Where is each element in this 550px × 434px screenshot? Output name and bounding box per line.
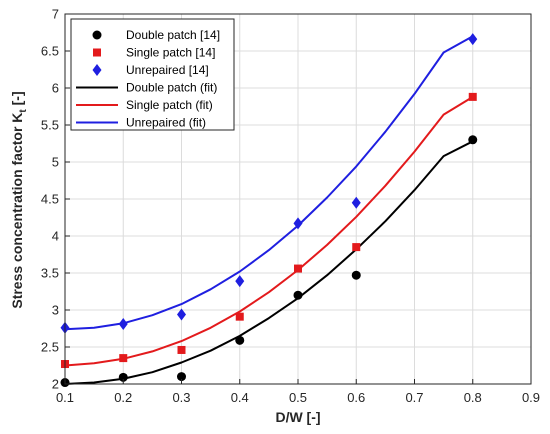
legend-entry-label: Unrepaired (fit)	[126, 116, 206, 130]
fit-line	[64, 96, 474, 367]
x-tick-label: 0.2	[114, 390, 132, 405]
y-tick-label: 6.5	[41, 44, 59, 59]
x-tick-label: 0.5	[289, 390, 307, 405]
legend-entry-label: Single patch (fit)	[126, 98, 213, 112]
x-tick-label: 0.9	[522, 390, 540, 405]
data-point	[235, 275, 245, 288]
data-point	[119, 354, 128, 363]
y-tick-label: 3.5	[41, 266, 59, 281]
y-ticks: 2 2.5 3 3.5 4 4.5 5 5.5 6 6.5 7	[41, 7, 70, 392]
data-point	[468, 135, 478, 145]
fit-line	[64, 140, 474, 385]
y-axis-label-suffix: [-]	[9, 91, 25, 109]
data-point	[294, 264, 302, 273]
y-tick-label: 3	[52, 303, 59, 318]
y-tick-label: 7	[52, 7, 59, 22]
data-point	[352, 243, 361, 252]
x-ticks: 0.1 0.2 0.3 0.4 0.5 0.6 0.7 0.8 0.9	[56, 379, 540, 405]
x-tick-label: 0.1	[56, 390, 74, 405]
y-axis-label: Stress concentration factor Kt [-]	[9, 91, 29, 308]
legend-entry-label: Unrepaired [14]	[126, 63, 209, 77]
data-point	[177, 345, 186, 354]
legend-box	[70, 18, 235, 131]
data-point	[177, 372, 186, 382]
y-tick-label: 5.5	[41, 118, 59, 133]
data-point	[177, 308, 186, 321]
y-tick-label: 2.5	[41, 340, 59, 355]
data-markers	[60, 33, 478, 388]
legend-entry-label: Single patch [14]	[126, 46, 215, 60]
data-point	[118, 318, 128, 331]
legend-marker	[93, 48, 101, 57]
data-point	[468, 92, 477, 101]
y-axis-label-main: Stress concentration factor K	[9, 113, 25, 309]
fit-line	[64, 35, 474, 331]
grid-lines	[64, 13, 532, 385]
data-point	[351, 196, 361, 209]
data-point	[293, 217, 303, 230]
legend-entry-label: Double patch (fit)	[126, 81, 217, 95]
y-tick-label: 4.5	[41, 192, 59, 207]
data-point	[118, 372, 128, 382]
legend-entry-label: Double patch [14]	[126, 28, 220, 42]
x-tick-label: 0.6	[347, 390, 365, 405]
y-tick-label: 4	[52, 229, 59, 244]
x-tick-label: 0.8	[464, 390, 482, 405]
data-point	[468, 33, 478, 46]
y-tick-label: 6	[52, 81, 59, 96]
x-tick-label: 0.3	[172, 390, 190, 405]
x-axis-label: D/W [-]	[275, 409, 320, 425]
y-tick-label: 2	[52, 377, 59, 392]
legend-marker	[92, 30, 102, 40]
x-tick-label: 0.7	[405, 390, 423, 405]
legend: Double patch [14] Single patch [14] Unrepa…	[70, 18, 235, 131]
y-tick-label: 5	[52, 155, 59, 170]
x-tick-label: 0.4	[231, 390, 249, 405]
fit-lines	[64, 35, 474, 385]
y-axis-label-subscript: t	[18, 109, 29, 113]
data-point	[293, 290, 303, 300]
data-point	[235, 312, 244, 321]
data-point	[235, 335, 245, 345]
data-point	[351, 270, 361, 280]
legend-marker	[92, 64, 102, 76]
